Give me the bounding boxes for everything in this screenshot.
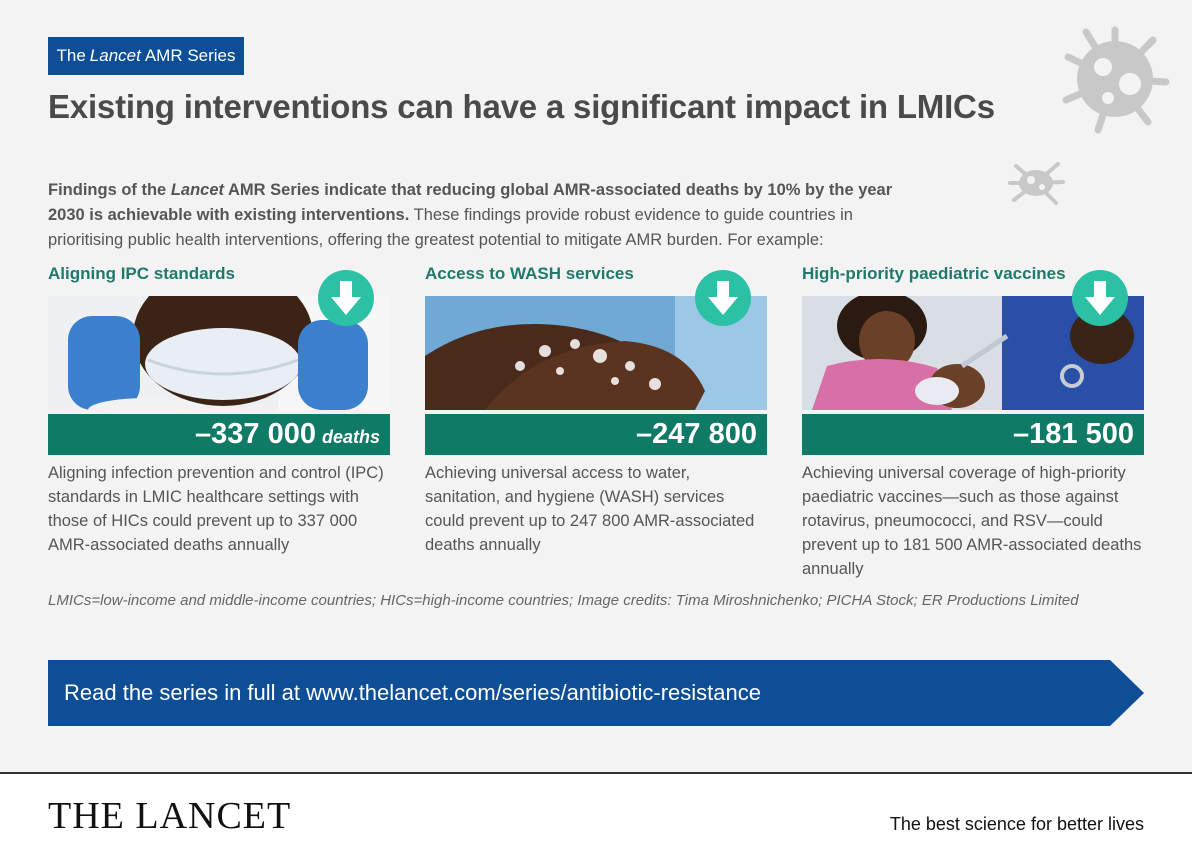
- series-tag-suffix: AMR Series: [144, 46, 236, 65]
- series-link-text[interactable]: Read the series in full at www.thelancet…: [64, 680, 761, 705]
- stat-value: –337 000: [195, 418, 316, 450]
- down-arrow-icon: [1072, 270, 1128, 326]
- intro-body: These findings provide robust evidence t…: [48, 206, 853, 249]
- stat-bar: –181 500: [802, 414, 1144, 455]
- intervention-description: Achieving universal access to water, san…: [425, 464, 755, 554]
- stat-value: –181 500: [1013, 418, 1134, 450]
- intro-journal: Lancet: [170, 181, 225, 199]
- tagline: The best science for better lives: [889, 814, 1144, 834]
- banner-arrow-shape: [48, 660, 1144, 726]
- photo-hand-washing: [425, 296, 767, 410]
- down-arrow-icon: [695, 270, 751, 326]
- footer: THE LANCET The best science for better l…: [0, 774, 1192, 861]
- footnote: LMICs=low-income and middle-income count…: [48, 592, 1079, 609]
- intro-paragraph: Findings of the Lancet AMR Series indica…: [48, 178, 918, 253]
- stat-unit: deaths: [321, 427, 380, 447]
- intro-bold-prefix: Findings of the: [48, 181, 167, 199]
- stat-bar: –337 000 deaths: [48, 414, 390, 455]
- down-arrow-icon: [318, 270, 374, 326]
- lancet-logo: THE LANCET: [48, 795, 292, 837]
- series-tag-prefix: The: [56, 46, 86, 65]
- series-link-banner[interactable]: Read the series in full at www.thelancet…: [48, 660, 1144, 726]
- virus-icon: [1008, 162, 1065, 205]
- intervention-title: High-priority paediatric vaccines: [802, 264, 1066, 283]
- intervention-description: Aligning infection prevention and contro…: [48, 464, 384, 554]
- intervention-title: Aligning IPC standards: [48, 264, 236, 283]
- page-title: Existing interventions can have a signif…: [48, 88, 995, 125]
- intervention-description: Achieving universal coverage of high-pri…: [802, 464, 1142, 578]
- intervention-card-wash: Access to WASH services –247 800 Achievi…: [425, 262, 767, 557]
- stat-bar: –247 800: [425, 414, 767, 455]
- intro-bold-suffix: AMR Series indicate that reducing global…: [48, 181, 893, 224]
- footer-divider: [0, 772, 1192, 774]
- intervention-card-ipc: Aligning IPC standards –337 000 deaths A…: [48, 262, 390, 557]
- bacteria-icon: [1062, 26, 1170, 134]
- series-tag-journal: Lancet: [89, 46, 141, 65]
- intervention-title: Access to WASH services: [425, 264, 634, 283]
- series-tag: The Lancet AMR Series: [48, 37, 244, 75]
- intervention-card-vaccines: High-priority paediatric vaccines –181 5…: [802, 262, 1144, 581]
- stat-value: –247 800: [636, 418, 757, 450]
